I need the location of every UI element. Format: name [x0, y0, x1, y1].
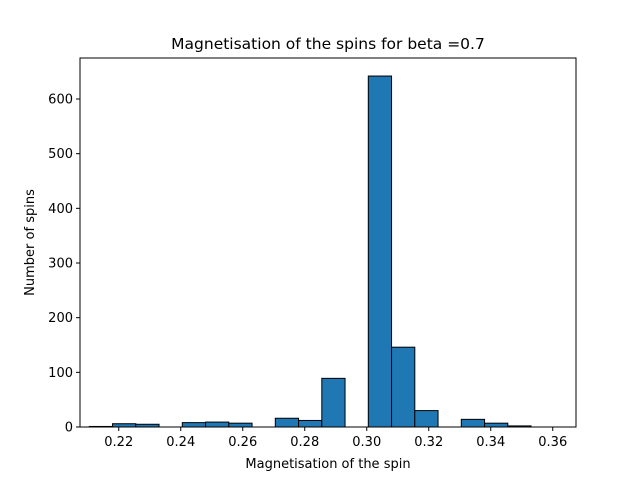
x-tick-label: 0.24	[166, 435, 195, 450]
histogram-bar	[205, 421, 230, 428]
x-tick-label: 0.36	[538, 435, 567, 450]
x-tick-label: 0.30	[352, 435, 381, 450]
x-tick-label: 0.28	[290, 435, 319, 450]
chart-title: Magnetisation of the spins for beta =0.7	[171, 35, 485, 53]
y-tick-label: 100	[48, 366, 73, 381]
y-tick-label: 200	[48, 311, 73, 326]
y-tick-label: 600	[48, 93, 73, 108]
histogram-bar	[181, 422, 207, 428]
x-tick-label: 0.22	[104, 435, 133, 450]
histogram-bar	[414, 410, 439, 428]
x-tick-label: 0.32	[414, 435, 443, 450]
histogram-bar	[274, 417, 300, 428]
histogram-bar	[460, 418, 486, 428]
y-axis-label: Number of spins	[23, 189, 38, 296]
histogram-bar	[228, 422, 253, 428]
plot-frame	[79, 57, 577, 428]
histogram-bar	[298, 419, 323, 428]
x-ticks: 0.22 0.24 0.26 0.28 0.30 0.32 0.34 0.36	[104, 427, 567, 450]
bars-group	[88, 75, 532, 428]
x-axis-label: Magnetisation of the spin	[245, 457, 410, 472]
histogram-bar	[484, 422, 509, 428]
y-tick-label: 300	[48, 257, 73, 272]
x-tick-label: 0.34	[476, 435, 505, 450]
histogram-bar	[367, 75, 393, 428]
histogram-bar	[321, 377, 346, 428]
y-tick-label: 0	[65, 421, 73, 436]
x-tick-label: 0.26	[228, 435, 257, 450]
histogram-bar	[391, 346, 416, 428]
y-tick-label: 400	[48, 202, 73, 217]
y-tick-label: 500	[48, 147, 73, 162]
y-ticks: 0 100 200 300 400 500 600	[48, 93, 80, 436]
